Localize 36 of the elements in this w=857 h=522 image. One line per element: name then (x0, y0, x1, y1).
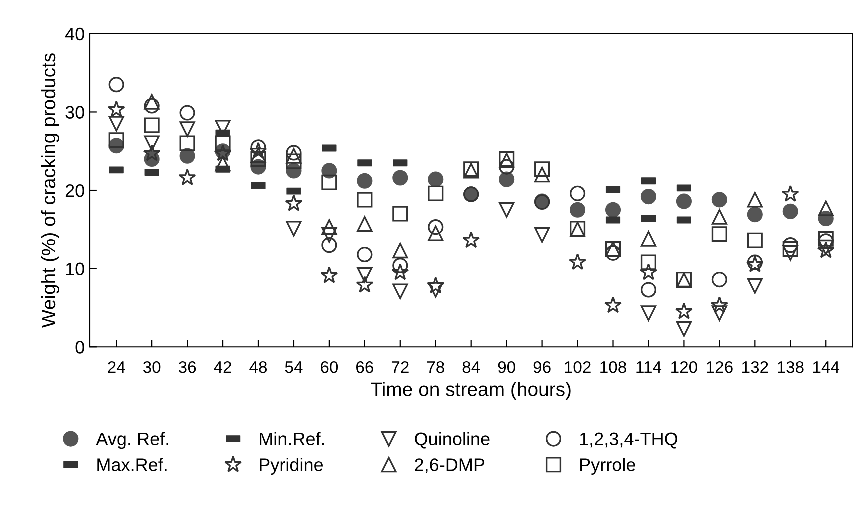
y-tick-label: 0 (76, 341, 84, 354)
x-tick-label: 66 (356, 361, 374, 374)
y-axis-title: Weight (%) of cracking products (41, 54, 60, 328)
x-tick-label: 102 (565, 361, 591, 374)
y-tick-label: 10 (66, 262, 84, 276)
legend-label: Avg. Ref. (96, 432, 168, 450)
x-tick-label: 96 (534, 361, 551, 374)
x-tick-label: 72 (392, 361, 409, 374)
y-tick-label: 30 (66, 106, 84, 119)
x-tick-label: 84 (462, 361, 480, 374)
x-tick-label: 132 (742, 361, 768, 374)
x-tick-label: 144 (813, 362, 840, 374)
x-tick-label: 108 (600, 361, 626, 374)
legend-label: Max.Ref. (98, 458, 167, 472)
x-tick-label: 60 (321, 361, 338, 374)
x-axis-title: Time on stream (hours) (371, 382, 571, 400)
x-tick-label: 24 (108, 361, 126, 374)
legend-label: Pyridine (260, 458, 324, 475)
x-tick-label: 30 (143, 361, 161, 374)
legend-label: 1,2,3,4-THQ (580, 432, 678, 449)
x-tick-label: 114 (636, 362, 662, 374)
y-tick-label: 20 (66, 184, 84, 198)
legend-label: Quinoline (415, 432, 490, 449)
x-tick-label: 90 (498, 361, 516, 374)
x-tick-label: 36 (178, 361, 196, 374)
x-tick-label: 54 (285, 362, 303, 374)
x-tick-label: 48 (250, 361, 268, 374)
x-tick-label: 120 (672, 361, 698, 374)
x-tick-label: 126 (707, 361, 733, 374)
y-tick-label: 40 (65, 28, 84, 41)
x-tick-label: 42 (214, 361, 232, 374)
legend-label: Pyrrole (580, 458, 636, 475)
legend-label: 2,6-DMP (415, 458, 485, 474)
legend-label: Min.Ref. (260, 432, 324, 446)
x-tick-label: 78 (427, 361, 444, 374)
x-tick-label: 138 (778, 361, 804, 374)
